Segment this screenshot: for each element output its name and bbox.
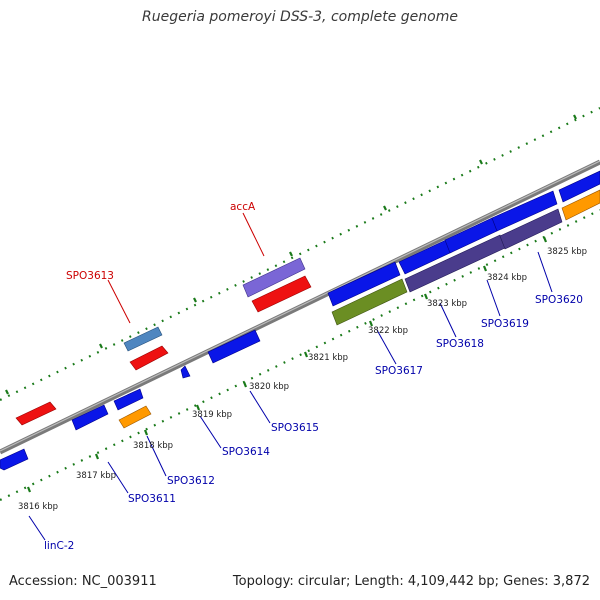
gene-SPO3615	[327, 261, 401, 307]
gene-label-SPO3617: SPO3617	[375, 365, 423, 377]
scale-label: 3821 kbp	[308, 353, 348, 363]
gene-edge-blue	[558, 170, 600, 203]
gene-small	[180, 365, 191, 379]
gene-SPO3620	[491, 190, 558, 232]
gene-SPO3611	[71, 404, 109, 431]
scale-label: 3818 kbp	[133, 441, 173, 451]
gene-linC-2	[0, 448, 29, 471]
gene-SPO3619	[499, 208, 563, 250]
gene-SPO3617	[331, 278, 408, 326]
gene-orange-2	[561, 189, 600, 221]
reverse-strand-genes	[0, 170, 600, 471]
scale-labels: 3816 kbp 3817 kbp 3818 kbp 3819 kbp 3820…	[18, 247, 587, 512]
scale-label: 3817 kbp	[76, 471, 116, 481]
gene-label-SPO3620: SPO3620	[535, 294, 583, 306]
scale-label: 3816 kbp	[18, 502, 58, 512]
gene-label-SPO3618: SPO3618	[436, 338, 484, 350]
gene-label-SPO3612: SPO3612	[167, 475, 215, 487]
gene-label-linC-2: linC-2	[44, 540, 74, 552]
gene-SPO3613	[123, 326, 163, 352]
scale-label: 3822 kbp	[368, 326, 408, 336]
gene-accA	[242, 257, 306, 298]
gene-label-accA: accA	[230, 201, 256, 213]
map-title: Ruegeria pomeroyi DSS-3, complete genome	[142, 9, 458, 25]
inner-major-ticks	[26, 236, 548, 493]
gene-label-SPO3613: SPO3613	[66, 270, 114, 282]
gene-orange-1	[118, 405, 152, 429]
scale-label: 3819 kbp	[192, 410, 232, 420]
gene-label-SPO3611: SPO3611	[128, 493, 176, 505]
inner-tick-track	[0, 209, 600, 501]
gene-SPO3612	[113, 388, 144, 411]
gene-forward-1	[15, 401, 57, 426]
gene-forward-2	[129, 345, 169, 371]
scale-label: 3825 kbp	[547, 247, 587, 257]
genome-backbone	[0, 159, 600, 455]
accession-text: Accession: NC_003911	[9, 574, 157, 589]
outer-tick-track	[0, 107, 600, 401]
gene-label-SPO3614: SPO3614	[222, 446, 270, 458]
gene-labels: linC-2 SPO3611 SPO3612 SPO3614 SPO3615 S…	[44, 201, 583, 552]
label-leader-lines	[28, 212, 553, 541]
gene-label-SPO3615: SPO3615	[271, 422, 319, 434]
scale-label: 3823 kbp	[427, 299, 467, 309]
scale-label: 3820 kbp	[249, 382, 289, 392]
gene-forward-3	[251, 275, 312, 313]
topology-text: Topology: circular; Length: 4,109,442 bp…	[232, 574, 590, 589]
genome-backbone-highlight	[0, 160, 600, 452]
forward-strand-genes	[15, 257, 312, 426]
scale-label: 3824 kbp	[487, 273, 527, 283]
gene-label-SPO3619: SPO3619	[481, 318, 529, 330]
gene-SPO3614	[207, 329, 261, 364]
outer-major-ticks	[5, 114, 577, 395]
